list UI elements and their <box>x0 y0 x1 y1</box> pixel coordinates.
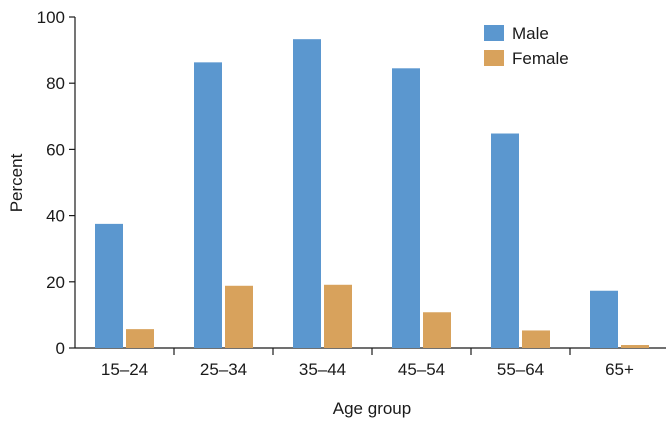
legend-label-male: Male <box>512 24 549 43</box>
x-tick-label: 65+ <box>605 360 634 379</box>
y-tick-label: 100 <box>37 8 65 27</box>
x-axis-label: Age group <box>333 399 411 418</box>
y-tick-label: 40 <box>46 207 65 226</box>
bar-female-6 <box>621 345 649 348</box>
y-axis-label: Percent <box>7 153 26 212</box>
y-tick-label: 60 <box>46 140 65 159</box>
x-tick-label: 55–64 <box>497 360 544 379</box>
bar-male-2 <box>194 62 222 349</box>
y-tick-label: 20 <box>46 273 65 292</box>
bar-male-4 <box>392 68 420 349</box>
legend-swatch-female <box>484 50 504 66</box>
bar-male-3 <box>293 39 321 348</box>
x-tick-label: 35–44 <box>299 360 346 379</box>
bar-female-5 <box>522 330 550 348</box>
bar-female-3 <box>324 284 352 348</box>
bar-female-2 <box>225 285 253 348</box>
y-tick-label: 0 <box>56 339 65 358</box>
bar-female-4 <box>423 312 451 348</box>
legend-swatch-male <box>484 25 504 41</box>
bar-female-1 <box>126 329 154 348</box>
y-tick-label: 80 <box>46 74 65 93</box>
x-tick-label: 15–24 <box>101 360 148 379</box>
x-tick-label: 25–34 <box>200 360 247 379</box>
bar-male-1 <box>95 223 123 348</box>
bar-male-5 <box>491 133 519 348</box>
x-tick-label: 45–54 <box>398 360 445 379</box>
bar-male-6 <box>590 290 618 348</box>
legend-label-female: Female <box>512 49 569 68</box>
